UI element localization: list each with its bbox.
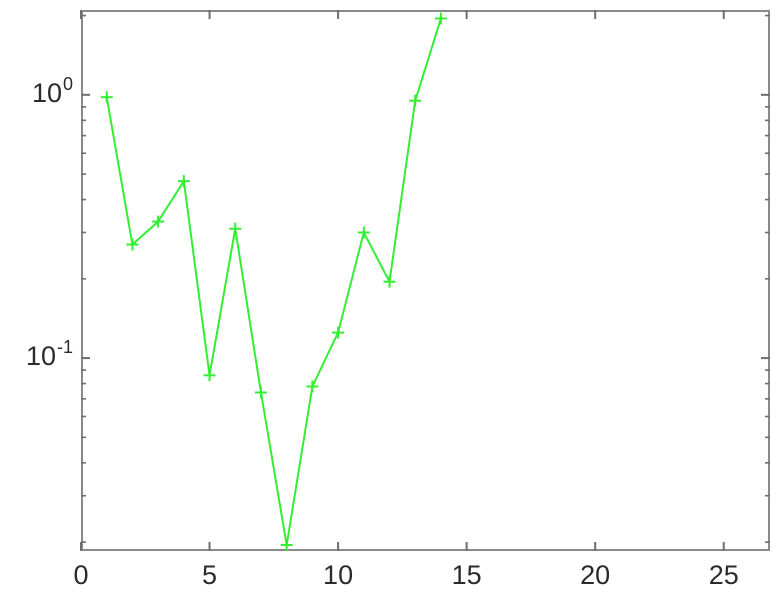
x-tick-label: 5 [202, 560, 218, 590]
y-tick-exponent: -1 [56, 337, 73, 358]
y-tick-mantissa: 10 [25, 341, 56, 372]
y-tick-label: 10-1 [25, 337, 73, 372]
x-tick-label: 15 [451, 560, 482, 590]
x-tick-label: 10 [323, 560, 354, 590]
plot-frame [81, 10, 770, 551]
x-tick-label: 0 [73, 560, 89, 590]
x-tick-label: 20 [580, 560, 611, 590]
y-tick-label: 100 [31, 73, 73, 109]
y-tick-mantissa: 10 [31, 77, 62, 108]
y-tick-exponent: 0 [62, 73, 73, 94]
x-tick-label: 25 [708, 560, 739, 590]
